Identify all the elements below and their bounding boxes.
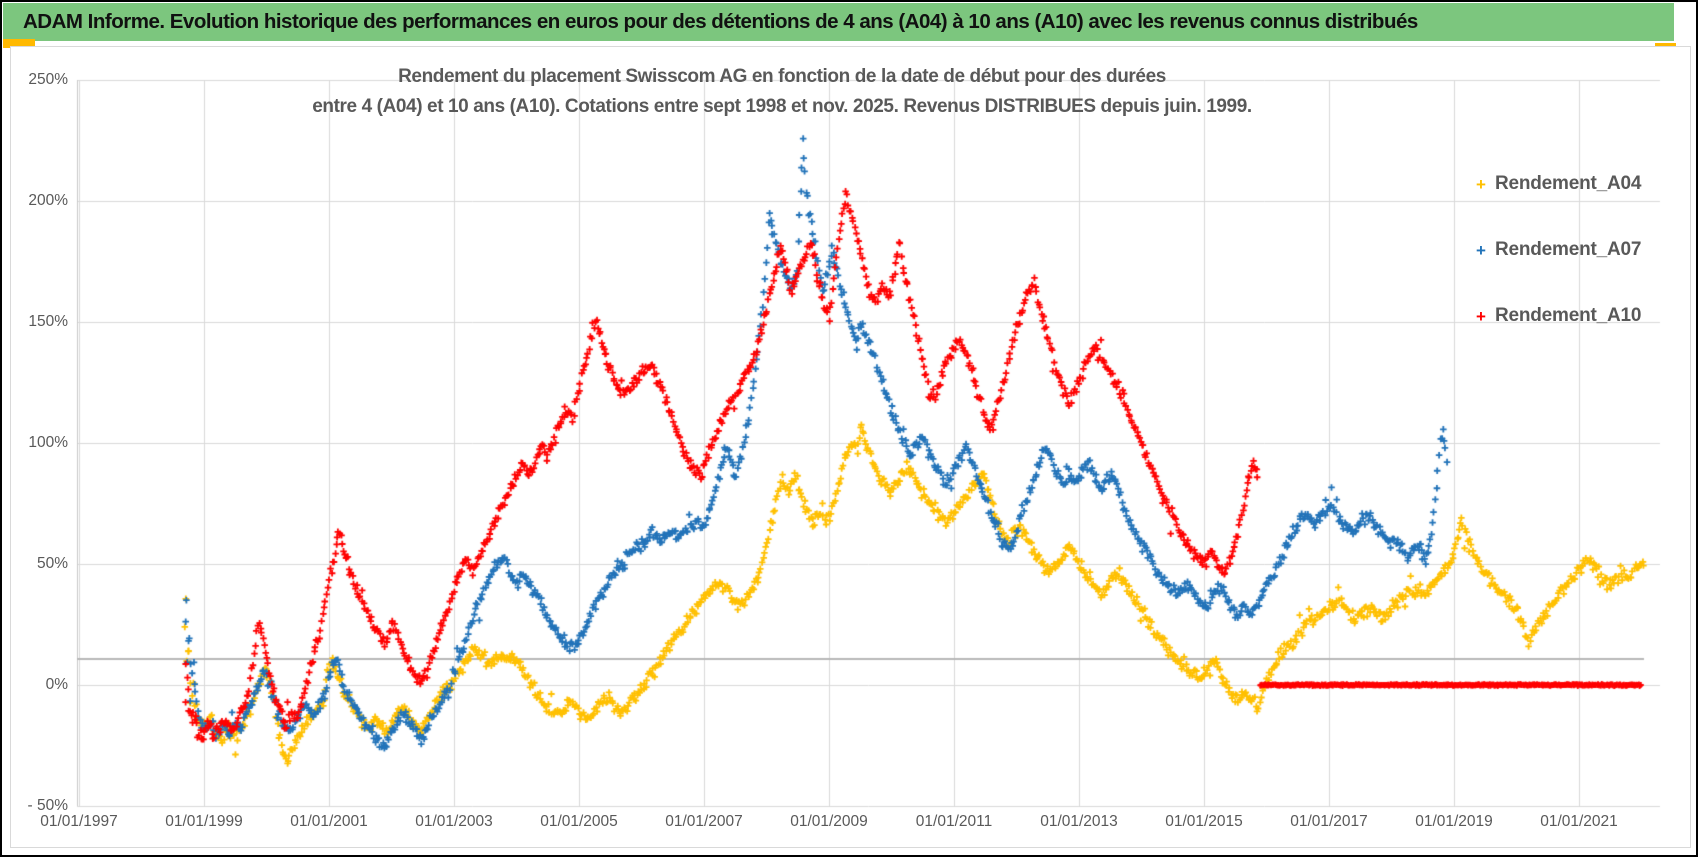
plus-marker-icon: + [1476,306,1486,326]
chart-title-line1: Rendement du placement Swisscom AG en fo… [398,66,1166,87]
plus-marker-icon: + [1476,240,1486,260]
x-axis-tick-label: 01/01/2003 [415,813,493,830]
legend-label: Rendement_A10 [1494,305,1642,326]
x-axis-tick-label: 01/01/1997 [40,813,118,830]
x-axis-tick-label: 01/01/2021 [1540,813,1618,830]
legend-label: Rendement_A07 [1494,239,1642,260]
y-axis-tick-label: 150% [28,313,68,330]
y-axis-tick-label: 200% [28,192,68,209]
legend-item-rendement-a04[interactable]: + Rendement_A04 [1476,173,1641,195]
plus-marker-icon: + [1476,174,1486,194]
x-axis-tick-label: 01/01/1999 [165,813,243,830]
legend-item-rendement-a07[interactable]: + Rendement_A07 [1476,239,1641,261]
y-axis-tick-label: - 50% [27,797,69,814]
x-axis-tick-label: 01/01/2007 [665,813,743,830]
legend-item-rendement-a10[interactable]: + Rendement_A10 [1476,305,1641,327]
x-axis-tick-label: 01/01/2001 [290,813,368,830]
y-axis-tick-label: 250% [28,71,68,88]
x-axis-tick-label: 01/01/2019 [1415,813,1493,830]
x-axis-tick-label: 01/01/2009 [790,813,868,830]
chart-title-line2: entre 4 (A04) et 10 ans (A10). Cotations… [312,96,1252,117]
x-axis-tick-label: 01/01/2015 [1165,813,1243,830]
legend-label: Rendement_A04 [1494,173,1642,194]
x-axis-tick-label: 01/01/2017 [1290,813,1368,830]
y-axis-tick-label: 0% [45,676,68,693]
x-axis-tick-label: 01/01/2005 [540,813,618,830]
y-axis-tick-label: 100% [28,434,68,451]
y-axis-tick-label: 50% [36,555,68,572]
x-axis-tick-label: 01/01/2013 [1040,813,1118,830]
x-axis-tick-label: 01/01/2011 [915,813,993,830]
